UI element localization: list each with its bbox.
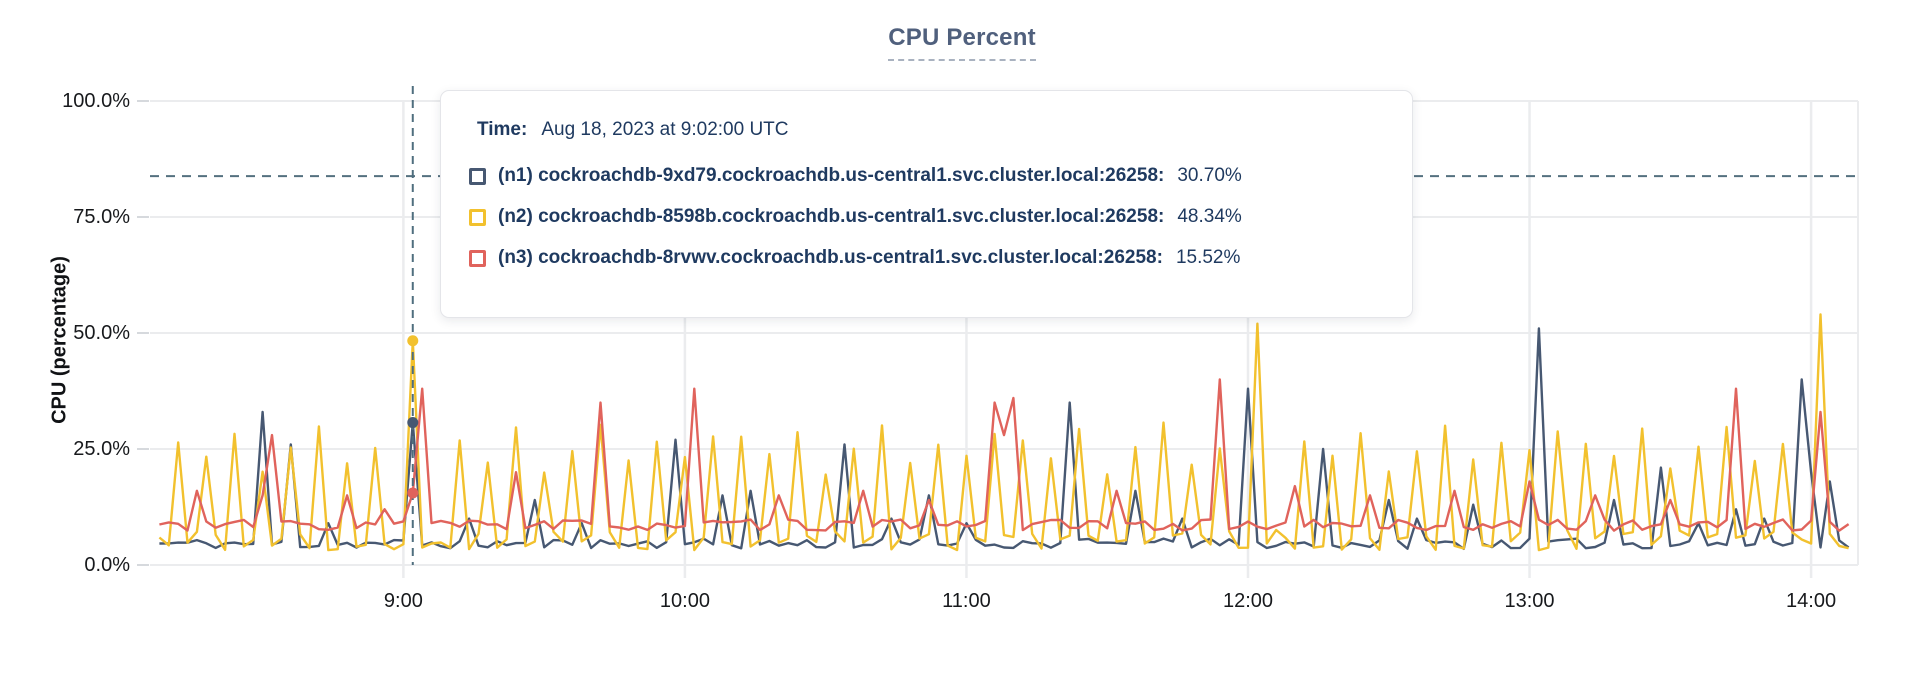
x-tick-label: 12:00 bbox=[1222, 590, 1274, 612]
x-tick-label: 11:00 bbox=[942, 590, 991, 612]
series-n1-value: 30.70% bbox=[1177, 165, 1242, 186]
cursor-dot-n1 bbox=[407, 417, 419, 429]
y-tick-label: 0.0% bbox=[84, 554, 130, 576]
tooltip-time-value: Aug 18, 2023 at 9:02:00 UTC bbox=[541, 119, 789, 140]
series-n1-swatch-icon bbox=[469, 167, 486, 185]
series-n3-value: 15.52% bbox=[1175, 247, 1241, 268]
series-n2-swatch-icon bbox=[469, 208, 486, 226]
y-tick-label: 25.0% bbox=[73, 438, 130, 460]
y-tick-label: 100.0% bbox=[62, 90, 130, 112]
x-tick-label: 9:00 bbox=[383, 590, 423, 612]
tooltip-series-row-n1: (n1) cockroachdb-9xd79.cockroachdb.us-ce… bbox=[469, 165, 1384, 187]
tooltip-time-label: Time: bbox=[477, 119, 528, 140]
chart-title[interactable]: CPU Percent bbox=[888, 24, 1036, 61]
y-tick-label: 75.0% bbox=[73, 206, 130, 228]
series-n1-name: (n1) cockroachdb-9xd79.cockroachdb.us-ce… bbox=[498, 165, 1165, 186]
tooltip-time-row: Time: Aug 18, 2023 at 9:02:00 UTC bbox=[477, 119, 1384, 141]
cursor-dot-n3 bbox=[407, 487, 419, 499]
series-line-n1 bbox=[159, 327, 1850, 550]
chart-title-wrap: CPU Percent bbox=[0, 24, 1924, 61]
y-tick-label: 50.0% bbox=[73, 322, 130, 344]
x-tick-label: 13:00 bbox=[1504, 590, 1555, 612]
series-line-n2 bbox=[158, 313, 1849, 552]
series-n3-swatch-icon bbox=[469, 249, 486, 267]
series-n3-name: (n3) cockroachdb-8rvwv.cockroachdb.us-ce… bbox=[498, 247, 1163, 268]
chart-hover-tooltip: Time: Aug 18, 2023 at 9:02:00 UTC (n1) co… bbox=[440, 90, 1413, 318]
cursor-dot-n2 bbox=[407, 335, 419, 347]
x-tick-label: 14:00 bbox=[1786, 590, 1837, 612]
series-n2-name: (n2) cockroachdb-8598b.cockroachdb.us-ce… bbox=[498, 206, 1165, 227]
x-tick-label: 10:00 bbox=[659, 590, 710, 612]
series-n2-value: 48.34% bbox=[1177, 206, 1242, 227]
tooltip-series-row-n2: (n2) cockroachdb-8598b.cockroachdb.us-ce… bbox=[469, 206, 1384, 228]
series-line-n3 bbox=[159, 378, 1850, 532]
tooltip-series-row-n3: (n3) cockroachdb-8rvwv.cockroachdb.us-ce… bbox=[469, 247, 1384, 269]
